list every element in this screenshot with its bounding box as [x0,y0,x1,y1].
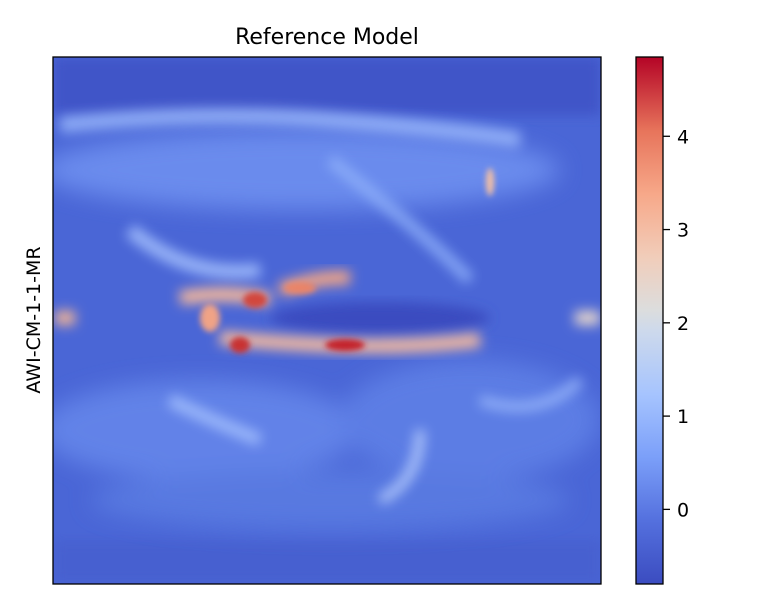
heatmap-south-band [53,540,601,584]
colorbar-ticks: 0 1 2 3 4 [663,126,689,521]
heatmap-swath [340,360,600,480]
heatmap-hotspot [200,304,220,332]
heatmap-streak [326,155,475,285]
heatmap-north-band [53,57,601,115]
heatmap-swath [53,130,560,210]
heatmap-swath [53,380,360,480]
heatmap-hotspot [486,168,494,196]
heatmap-cold-tongue [270,302,490,334]
y-axis-label: AWI-CM-1-1-MR [23,246,45,393]
heatmap-field [53,57,601,584]
colorbar-tick-label: 1 [677,406,689,428]
colorbar-tick-label: 3 [677,220,689,242]
heatmap-streak [125,224,261,279]
colorbar-tick-label: 2 [677,313,689,335]
heatmap-hotspot [284,282,316,294]
heatmap-hotspot [230,337,250,353]
colorbar-tick-label: 0 [677,499,689,521]
heatmap-hotspot [325,339,365,351]
heatmap-streak [377,429,425,505]
heatmap-swath [90,470,570,530]
heatmap-streak [167,394,263,446]
heatmap-streak [478,376,584,412]
colorbar-tick-label: 4 [677,126,689,148]
heatmap-hotspot [243,292,267,308]
colorbar [636,57,663,584]
chart-title: Reference Model [235,25,419,50]
colorbar-frame [635,56,664,585]
heatmap-frame [52,56,602,585]
heatmap-streak [59,108,522,148]
